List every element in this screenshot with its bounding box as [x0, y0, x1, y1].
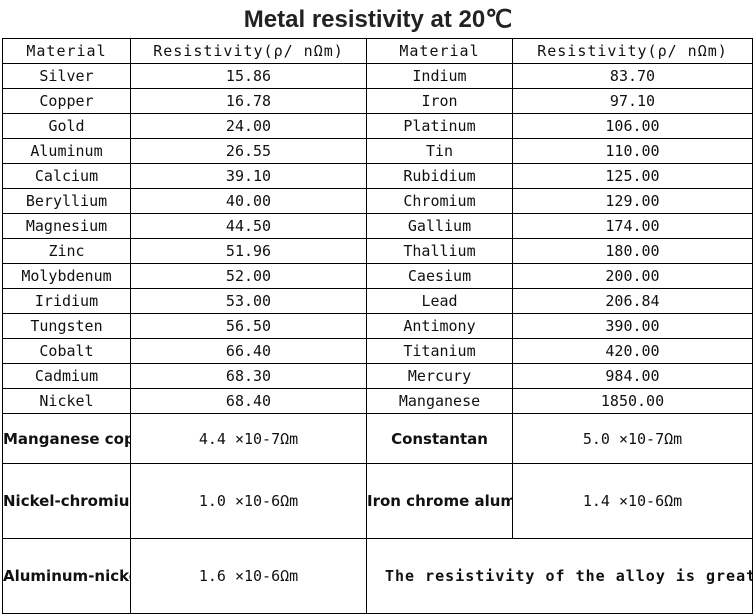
resistivity-cell: 390.00	[512, 313, 753, 339]
table-row: Copper 16.78 Iron 97.10	[2, 88, 753, 114]
material-cell: Titanium	[366, 338, 513, 364]
material-cell: Tungsten	[2, 313, 131, 339]
header-resistivity-2: Resistivity(ρ/ nΩm)	[512, 38, 753, 64]
resistivity-cell: 174.00	[512, 213, 753, 239]
header-material-2: Material	[366, 38, 513, 64]
material-cell: Mercury	[366, 363, 513, 389]
material-cell: Beryllium	[2, 188, 131, 214]
resistivity-cell: 56.50	[130, 313, 367, 339]
resistivity-cell: 1850.00	[512, 388, 753, 414]
resistivity-cell: 106.00	[512, 113, 753, 139]
table-row: Molybdenum 52.00 Caesium 200.00	[2, 263, 753, 289]
header-resistivity-1: Resistivity(ρ/ nΩm)	[130, 38, 367, 64]
resistivity-cell: 53.00	[130, 288, 367, 314]
header-material-1: Material	[2, 38, 131, 64]
alloy-resistivity-cell: 5.0 ×10-7Ωm	[512, 413, 753, 464]
table-row: Gold 24.00 Platinum 106.00	[2, 113, 753, 139]
material-cell: Molybdenum	[2, 263, 131, 289]
table-row: Cadmium 68.30 Mercury 984.00	[2, 363, 753, 389]
material-cell: Indium	[366, 63, 513, 89]
material-cell: Cobalt	[2, 338, 131, 364]
resistivity-cell: 15.86	[130, 63, 367, 89]
material-cell: Zinc	[2, 238, 131, 264]
resistivity-cell: 66.40	[130, 338, 367, 364]
table-title: Metal resistivity at 20℃	[243, 5, 513, 33]
resistivity-cell: 68.40	[130, 388, 367, 414]
resistivity-cell: 97.10	[512, 88, 753, 114]
resistivity-cell: 110.00	[512, 138, 753, 164]
resistivity-cell: 68.30	[130, 363, 367, 389]
alloy-row: Manganese copper4.4 ×10-7ΩmConstantan5.0…	[2, 413, 753, 464]
material-cell: Antimony	[366, 313, 513, 339]
resistivity-cell: 125.00	[512, 163, 753, 189]
material-cell: Copper	[2, 88, 131, 114]
material-cell: Silver	[2, 63, 131, 89]
resistivity-cell: 180.00	[512, 238, 753, 264]
resistivity-cell: 200.00	[512, 263, 753, 289]
material-cell: Caesium	[366, 263, 513, 289]
material-cell: Rubidium	[366, 163, 513, 189]
table-row: Aluminum 26.55 Tin 110.00	[2, 138, 753, 164]
table-row: Calcium 39.10 Rubidium 125.00	[2, 163, 753, 189]
alloy-material-cell: Iron chrome aluminum alloy	[366, 463, 513, 539]
resistivity-cell: 40.00	[130, 188, 367, 214]
material-cell: Nickel	[2, 388, 131, 414]
alloy-resistivity-cell: 1.4 ×10-6Ωm	[512, 463, 753, 539]
table-row: Beryllium 40.00 Chromium 129.00	[2, 188, 753, 214]
resistivity-cell: 83.70	[512, 63, 753, 89]
resistivity-cell: 206.84	[512, 288, 753, 314]
material-cell: Manganese	[366, 388, 513, 414]
alloy-material-cell: Aluminum-nickel-iron alloy	[2, 538, 131, 614]
alloy-material-cell: Constantan	[366, 413, 513, 464]
resistivity-cell: 39.10	[130, 163, 367, 189]
material-cell: Tin	[366, 138, 513, 164]
resistivity-cell: 984.00	[512, 363, 753, 389]
material-cell: Aluminum	[2, 138, 131, 164]
resistivity-cell: 16.78	[130, 88, 367, 114]
resistivity-cell: 44.50	[130, 213, 367, 239]
alloy-resistivity-cell: 1.0 ×10-6Ωm	[130, 463, 367, 539]
resistivity-cell: 52.00	[130, 263, 367, 289]
resistivity-cell: 24.00	[130, 113, 367, 139]
material-cell: Lead	[366, 288, 513, 314]
table-row: Zinc 51.96 Thallium 180.00	[2, 238, 753, 264]
material-cell: Cadmium	[2, 363, 131, 389]
material-cell: Platinum	[366, 113, 513, 139]
material-cell: Iridium	[2, 288, 131, 314]
material-cell: Magnesium	[2, 213, 131, 239]
alloy-resistivity-cell: 4.4 ×10-7Ωm	[130, 413, 367, 464]
material-cell: Chromium	[366, 188, 513, 214]
material-cell: Thallium	[366, 238, 513, 264]
material-cell: Gallium	[366, 213, 513, 239]
table-row: Nickel 68.40 Manganese 1850.00	[2, 388, 753, 414]
resistivity-cell: 51.96	[130, 238, 367, 264]
resistivity-table: Material Resistivity(ρ/ nΩm) Material Re…	[2, 38, 753, 614]
header-row: Material Resistivity(ρ/ nΩm) Material Re…	[2, 38, 753, 64]
alloy-note: The resistivity of the alloy is greater …	[366, 538, 753, 614]
table-row: Magnesium 44.50 Gallium 174.00	[2, 213, 753, 239]
table-row: Iridium 53.00 Lead 206.84	[2, 288, 753, 314]
table-row: Silver 15.86 Indium 83.70	[2, 63, 753, 89]
alloy-material-cell: Nickel-chromium alloy	[2, 463, 131, 539]
alloy-resistivity-cell: 1.6 ×10-6Ωm	[130, 538, 367, 614]
material-cell: Gold	[2, 113, 131, 139]
alloy-material-cell: Manganese copper	[2, 413, 131, 464]
resistivity-cell: 129.00	[512, 188, 753, 214]
table-row: Cobalt 66.40 Titanium 420.00	[2, 338, 753, 364]
material-cell: Calcium	[2, 163, 131, 189]
table-row: Tungsten 56.50 Antimony 390.00	[2, 313, 753, 339]
alloy-row: Aluminum-nickel-iron alloy1.6 ×10-6ΩmThe…	[2, 538, 753, 614]
resistivity-cell: 420.00	[512, 338, 753, 364]
resistivity-cell: 26.55	[130, 138, 367, 164]
material-cell: Iron	[366, 88, 513, 114]
